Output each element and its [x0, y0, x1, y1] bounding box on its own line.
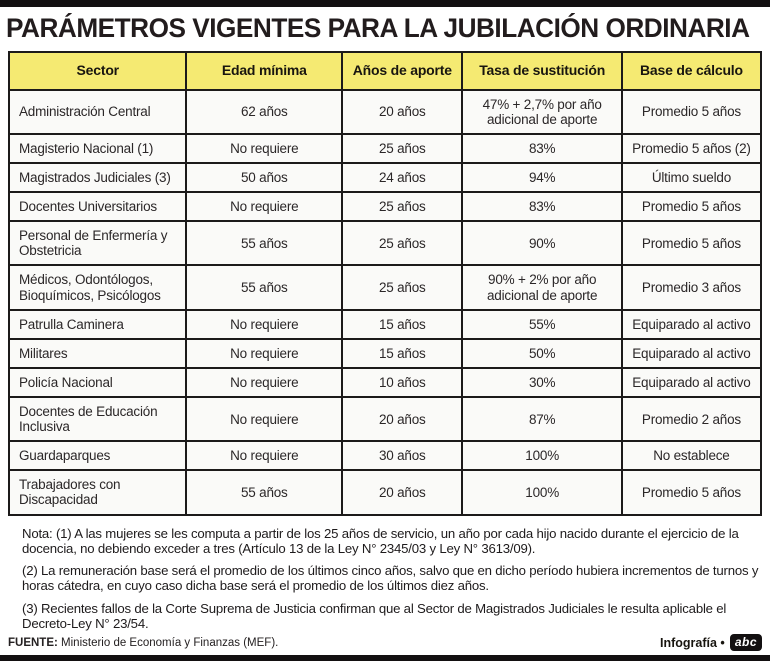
top-rule-bar: [0, 0, 770, 7]
table-row: Patrulla Caminera No requiere 15 años 55% Eq…: [7, 308, 763, 340]
value-cell: 25 años: [341, 191, 464, 223]
value-cell: 15 años: [341, 308, 464, 340]
table-row: Guardaparques No requiere 30 años 100% No es…: [7, 440, 763, 472]
value-cell: Último sueldo: [620, 161, 763, 194]
value-cell: 20 años: [341, 88, 464, 135]
value-cell: 15 años: [341, 337, 464, 369]
value-cell: 87%: [461, 395, 623, 443]
sector-cell: Personal de Enfermería y Obstetricia: [7, 220, 188, 267]
note: Nota: (1) A las mujeres se les computa a…: [22, 525, 739, 556]
credit-line: Infografía • abc: [660, 634, 762, 651]
sector-cell: Magistrados Judiciales (3): [7, 161, 188, 194]
table-row: Militares No requiere 15 años 50% Equiparado…: [7, 337, 763, 369]
table-body: Administración Central 62 años 20 años 47% …: [7, 88, 763, 516]
table-row: Médicos, Odontólogos, Bioquímicos, Psicó…: [7, 264, 763, 311]
value-cell: Promedio 5 años: [620, 220, 763, 267]
value-cell: No requiere: [185, 366, 344, 398]
sector-cell: Patrulla Caminera: [7, 308, 188, 340]
column-header: Edad mínima: [185, 51, 344, 91]
value-cell: 100%: [461, 440, 623, 472]
table-row: Magistrados Judiciales (3) 50 años 24 años…: [7, 161, 763, 194]
column-header: Tasa de sustitución: [461, 51, 623, 91]
sector-cell: Administración Central: [7, 88, 188, 135]
sector-cell: Docentes Universitarios: [7, 191, 188, 223]
value-cell: No requiere: [185, 440, 344, 472]
table-header-row: Sector Edad mínima Años de aporte Tasa de s…: [7, 51, 763, 91]
credit-label: Infografía •: [660, 635, 725, 650]
value-cell: 50%: [461, 337, 623, 369]
value-cell: 30%: [461, 366, 623, 398]
sector-cell: Trabajadores con Discapacidad: [7, 469, 188, 516]
value-cell: 55 años: [185, 469, 344, 516]
value-cell: No requiere: [185, 308, 344, 340]
value-cell: Promedio 2 años: [620, 395, 763, 443]
sector-cell: Militares: [7, 337, 188, 369]
table-row: Trabajadores con Discapacidad 55 años 20 a…: [7, 469, 763, 516]
note: (2) La remuneración base será el promedi…: [22, 563, 759, 594]
value-cell: 25 años: [341, 264, 464, 311]
table-head: Sector Edad mínima Años de aporte Tasa de s…: [7, 51, 763, 91]
value-cell: Equiparado al activo: [620, 366, 763, 398]
value-cell: No requiere: [185, 191, 344, 223]
source-text: Ministerio de Economía y Finanzas (MEF).: [61, 636, 279, 649]
value-cell: Promedio 5 años: [620, 469, 763, 516]
retirement-parameters-table: Sector Edad mínima Años de aporte Tasa de s…: [7, 51, 763, 516]
value-cell: Promedio 5 años: [620, 88, 763, 135]
value-cell: 94%: [461, 161, 623, 194]
value-cell: 25 años: [341, 132, 464, 165]
value-cell: No establece: [620, 440, 763, 472]
note: (3) Recientes fallos de la Corte Suprema…: [22, 600, 727, 632]
value-cell: Promedio 5 años: [620, 191, 763, 223]
table-row: Personal de Enfermería y Obstetricia 55 a…: [7, 220, 763, 267]
value-cell: Equiparado al activo: [620, 337, 763, 369]
source-label: FUENTE:: [8, 636, 58, 649]
value-cell: 62 años: [185, 88, 344, 135]
value-cell: 83%: [461, 132, 623, 165]
value-cell: Promedio 5 años (2): [620, 132, 763, 165]
sector-cell: Guardaparques: [7, 440, 188, 472]
table-row: Magisterio Nacional (1) No requiere 25 año…: [7, 132, 763, 165]
abc-logo: abc: [729, 634, 762, 651]
table-row: Docentes de Educación Inclusiva No requie…: [7, 395, 763, 443]
value-cell: No requiere: [185, 395, 344, 443]
value-cell: 30 años: [341, 440, 464, 472]
sector-cell: Docentes de Educación Inclusiva: [7, 395, 188, 443]
sector-cell: Magisterio Nacional (1): [7, 132, 188, 165]
value-cell: 25 años: [341, 220, 464, 267]
table-row: Policía Nacional No requiere 10 años 30% Equ…: [7, 366, 763, 398]
bottom-rule-bar: [0, 655, 770, 661]
value-cell: 50 años: [185, 161, 344, 194]
value-cell: 83%: [461, 191, 623, 223]
value-cell: 24 años: [341, 161, 464, 194]
value-cell: 20 años: [341, 395, 464, 443]
value-cell: 55%: [461, 308, 623, 340]
value-cell: 47% + 2,7% por año adicional de aporte: [461, 88, 623, 135]
sector-cell: Médicos, Odontólogos, Bioquímicos, Psicó…: [7, 264, 188, 311]
value-cell: 10 años: [341, 366, 464, 398]
table-row: Administración Central 62 años 20 años 47% …: [7, 88, 763, 135]
column-header: Sector: [7, 51, 188, 91]
value-cell: No requiere: [185, 337, 344, 369]
value-cell: 55 años: [185, 220, 344, 267]
value-cell: Promedio 3 años: [620, 264, 763, 311]
table-row: Docentes Universitarios No requiere 25 año…: [7, 191, 763, 223]
value-cell: 90%: [461, 220, 623, 267]
column-header: Años de aporte: [341, 51, 464, 91]
value-cell: No requiere: [185, 132, 344, 165]
source-line: FUENTE: Ministerio de Economía y Finanza…: [8, 637, 278, 649]
value-cell: Equiparado al activo: [620, 308, 763, 340]
sector-cell: Policía Nacional: [7, 366, 188, 398]
value-cell: 55 años: [185, 264, 344, 311]
value-cell: 90% + 2% por año adicional de aporte: [461, 264, 623, 311]
notes: Nota: (1) A las mujeres se les computa a…: [22, 526, 762, 632]
value-cell: 100%: [461, 469, 623, 516]
page-title: PARÁMETROS VIGENTES PARA LA JUBILACIÓN O…: [6, 13, 750, 43]
footer: FUENTE: Ministerio de Economía y Finanza…: [8, 634, 762, 651]
value-cell: 20 años: [341, 469, 464, 516]
column-header: Base de cálculo: [620, 51, 763, 91]
